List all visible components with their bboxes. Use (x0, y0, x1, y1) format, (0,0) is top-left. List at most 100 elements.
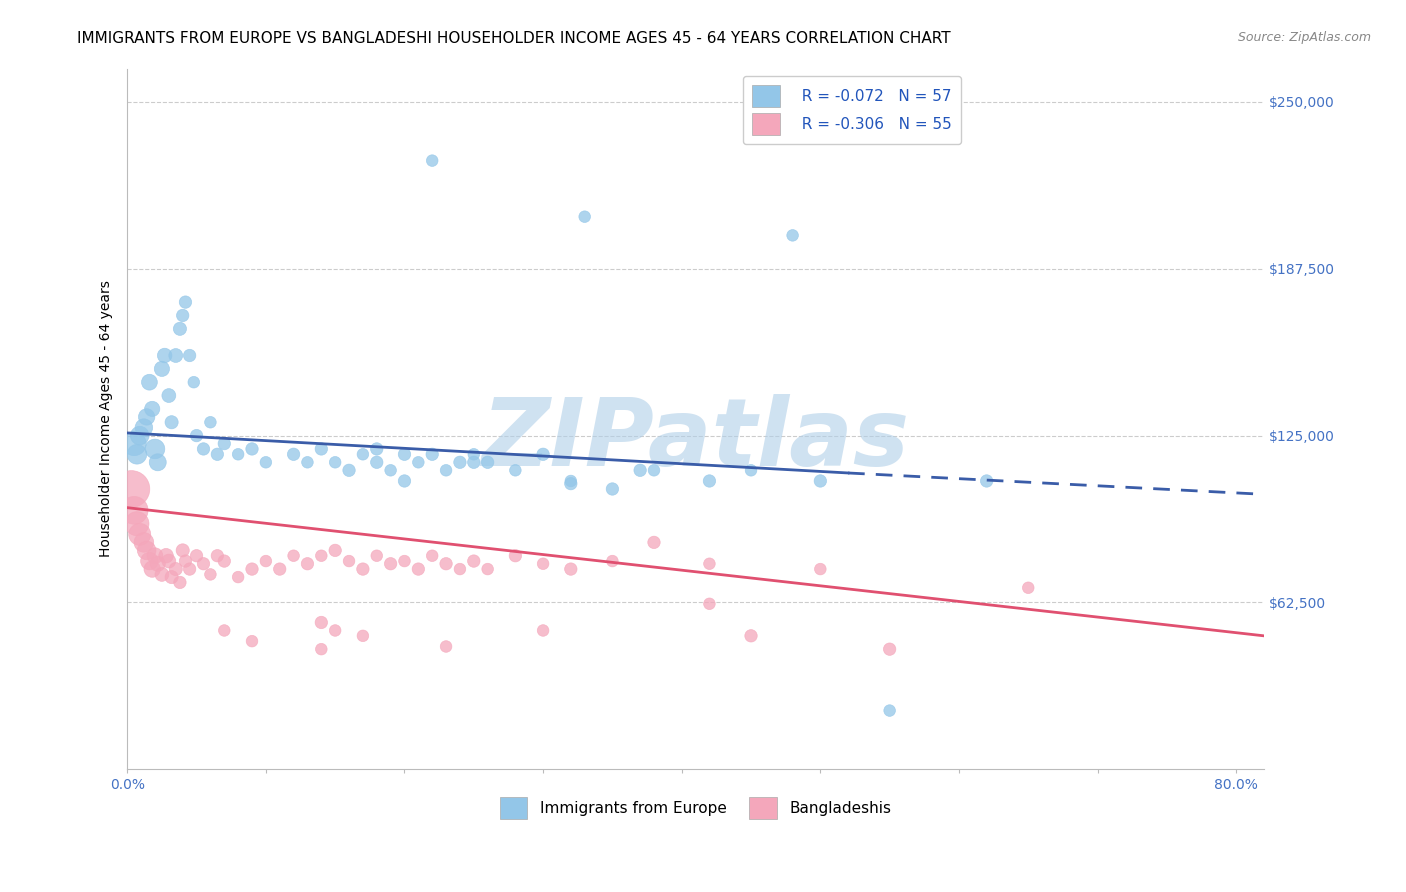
Point (879, 704, 901, 718)
Point (463, 554, 485, 568)
Point (226, 447, 249, 461)
Point (135, 409, 157, 424)
Point (150, 362, 173, 376)
Point (214, 624, 236, 638)
Point (531, 557, 554, 571)
Point (297, 455, 319, 469)
Point (193, 557, 215, 571)
Point (169, 575, 191, 590)
Point (125, 516, 148, 531)
Point (138, 554, 160, 568)
Point (740, 463, 762, 477)
Point (505, 549, 527, 563)
Point (394, 474, 416, 488)
Point (138, 375, 160, 389)
Point (186, 428, 208, 442)
Point (132, 420, 155, 434)
Point (323, 455, 346, 469)
Point (643, 535, 665, 549)
Point (477, 562, 499, 576)
Point (186, 549, 208, 563)
Point (1017, 581, 1039, 595)
Point (699, 597, 721, 611)
Point (366, 455, 388, 469)
Point (183, 375, 205, 389)
Point (420, 447, 443, 461)
Point (628, 463, 651, 477)
Point (141, 401, 163, 416)
Point (323, 543, 346, 558)
Point (699, 474, 721, 488)
Point (420, 549, 443, 563)
Point (560, 562, 582, 576)
Point (463, 447, 485, 461)
Text: Source: ZipAtlas.com: Source: ZipAtlas.com (1237, 31, 1371, 45)
Point (380, 463, 402, 477)
Point (157, 388, 180, 402)
Point (463, 455, 485, 469)
Point (207, 447, 229, 461)
Point (122, 436, 145, 450)
Point (240, 562, 263, 576)
Point (240, 442, 263, 456)
Point (505, 463, 527, 477)
Point (643, 463, 665, 477)
Point (740, 629, 762, 643)
Point (125, 447, 148, 461)
Point (174, 554, 197, 568)
Point (172, 543, 194, 558)
Point (143, 549, 166, 563)
Point (420, 153, 443, 168)
Point (193, 442, 215, 456)
Point (153, 349, 176, 363)
Point (200, 567, 222, 582)
Point (366, 442, 388, 456)
Point (135, 543, 157, 558)
Point (574, 210, 596, 224)
Point (337, 463, 360, 477)
Point (160, 415, 183, 429)
Point (311, 549, 333, 563)
Point (160, 570, 183, 584)
Point (146, 455, 169, 469)
Point (477, 455, 499, 469)
Point (165, 562, 187, 576)
Point (254, 554, 277, 568)
Point (408, 455, 430, 469)
Point (380, 557, 402, 571)
Legend: Immigrants from Europe, Bangladeshis: Immigrants from Europe, Bangladeshis (494, 791, 897, 825)
Point (226, 570, 249, 584)
Point (311, 615, 333, 630)
Point (879, 642, 901, 657)
Point (146, 557, 169, 571)
Point (366, 549, 388, 563)
Point (128, 428, 150, 442)
Point (122, 503, 145, 517)
Point (120, 482, 142, 496)
Point (283, 549, 305, 563)
Point (132, 535, 155, 549)
Point (297, 557, 319, 571)
Y-axis label: Householder Income Ages 45 - 64 years: Householder Income Ages 45 - 64 years (100, 280, 114, 558)
Point (976, 474, 998, 488)
Point (155, 549, 177, 563)
Point (207, 549, 229, 563)
Point (311, 642, 333, 657)
Point (352, 447, 374, 461)
Point (179, 562, 201, 576)
Point (165, 349, 187, 363)
Point (169, 322, 191, 336)
Point (434, 557, 457, 571)
Point (337, 554, 360, 568)
Point (311, 442, 333, 456)
Point (782, 228, 804, 243)
Point (283, 447, 305, 461)
Point (214, 436, 236, 450)
Point (394, 447, 416, 461)
Point (352, 629, 374, 643)
Point (150, 567, 173, 582)
Point (394, 554, 416, 568)
Point (808, 474, 831, 488)
Point (531, 447, 554, 461)
Point (179, 349, 201, 363)
